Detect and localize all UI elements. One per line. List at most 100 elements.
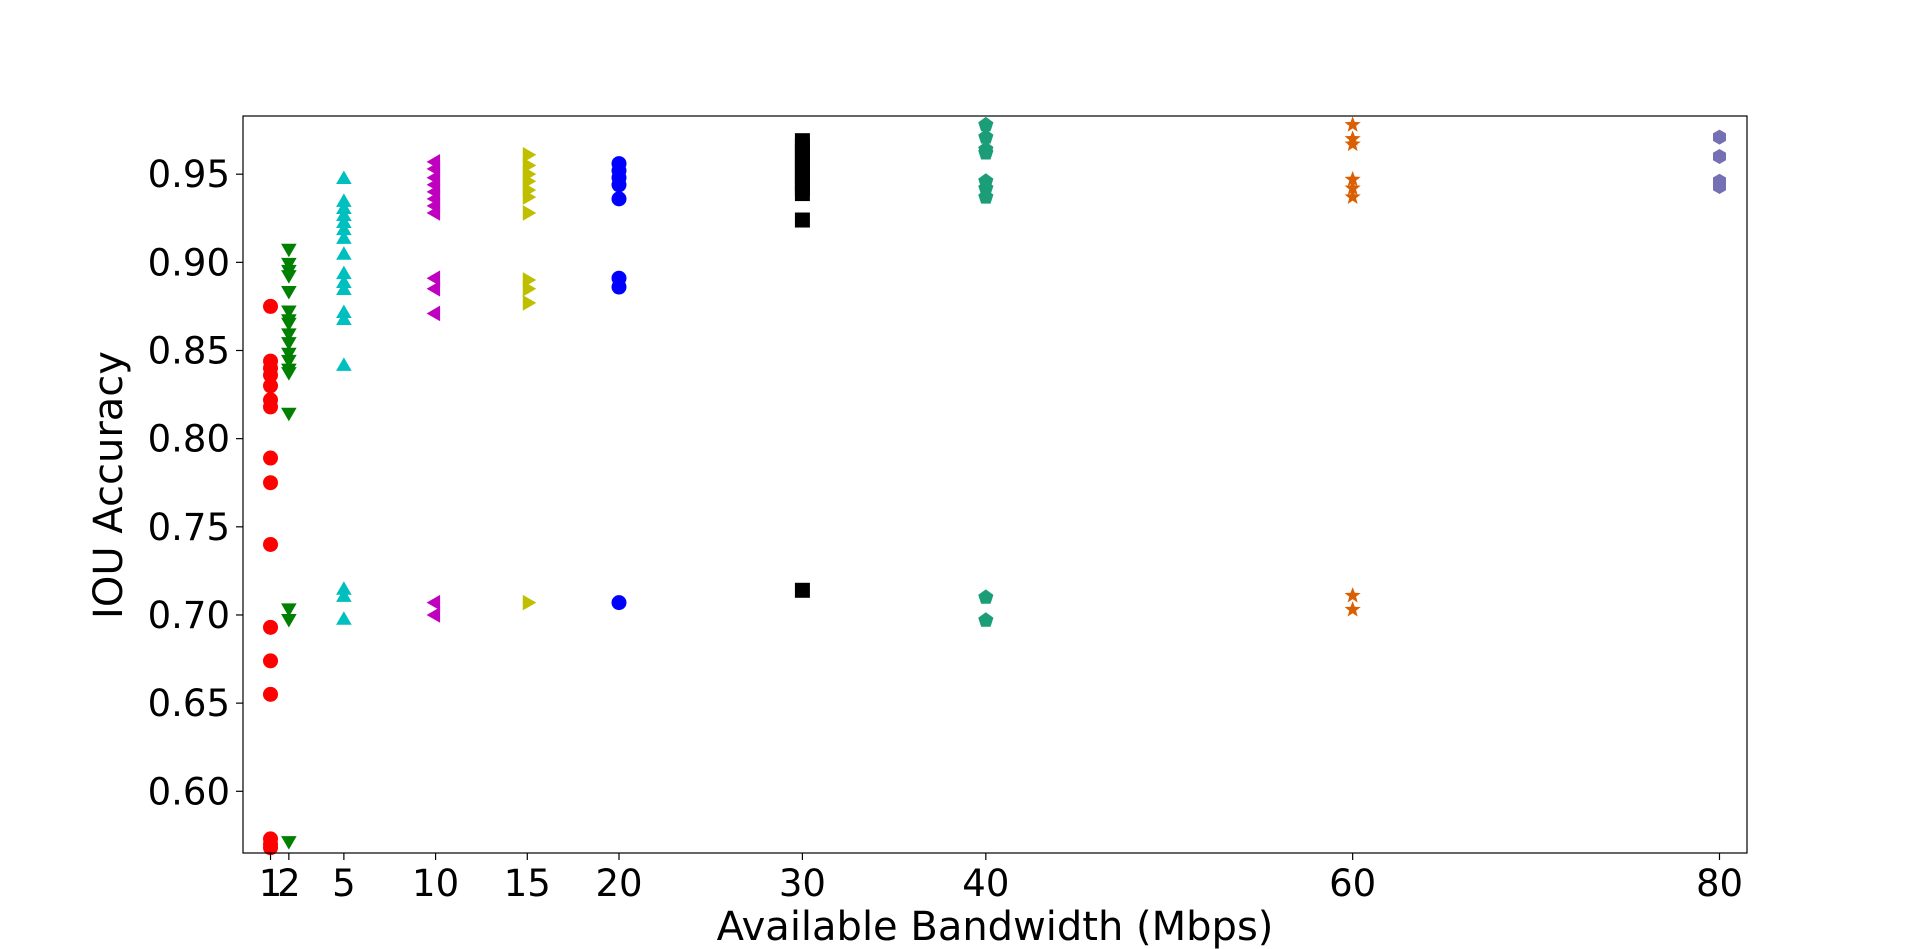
x-tick-label: 15 <box>504 862 551 905</box>
y-tick-label: 0.90 <box>148 241 230 284</box>
data-point <box>611 279 627 295</box>
data-point <box>281 243 297 258</box>
x-axis-title: Available Bandwidth (Mbps) <box>717 904 1274 949</box>
data-points <box>263 116 1726 856</box>
y-axis-title: IOU Accuracy <box>86 351 132 619</box>
data-point <box>426 270 441 286</box>
data-point <box>336 281 352 296</box>
data-point <box>522 147 537 163</box>
data-point <box>263 450 279 466</box>
data-point <box>978 116 994 132</box>
x-tick-label: 10 <box>412 862 459 905</box>
data-point <box>426 205 441 221</box>
data-point <box>263 378 279 394</box>
series-60-mbps <box>1344 116 1361 617</box>
data-point <box>263 399 279 415</box>
y-tick-label: 0.70 <box>148 594 230 637</box>
data-point <box>263 298 279 314</box>
data-point <box>611 595 627 611</box>
data-point <box>336 611 352 625</box>
x-tick-label: 30 <box>779 862 826 905</box>
data-point <box>336 193 352 207</box>
x-tick-label: 40 <box>962 862 1009 905</box>
series-30-mbps <box>794 133 810 598</box>
data-point <box>263 653 279 669</box>
data-point <box>281 317 297 332</box>
x-tick-label: 80 <box>1696 862 1743 905</box>
y-axis: 0.60 0.65 0.70 0.75 0.80 0.85 0.90 0.95 <box>148 153 243 813</box>
data-point <box>281 270 297 284</box>
data-point <box>281 305 297 319</box>
y-tick-label: 0.60 <box>148 770 230 813</box>
data-point <box>1344 116 1361 132</box>
y-tick-label: 0.65 <box>148 682 230 725</box>
y-tick-label: 0.75 <box>148 506 230 549</box>
data-point <box>978 612 994 627</box>
data-point <box>263 840 279 856</box>
data-point <box>281 603 297 617</box>
data-point <box>336 170 352 184</box>
data-point <box>522 295 537 311</box>
series-15-mbps <box>522 147 537 611</box>
data-point <box>522 205 537 221</box>
data-point <box>1712 129 1726 145</box>
data-point <box>794 186 810 202</box>
data-point <box>611 177 627 193</box>
data-point <box>426 607 441 623</box>
data-point <box>281 257 297 272</box>
data-point <box>522 281 537 297</box>
data-point <box>336 221 352 236</box>
data-point <box>426 594 441 611</box>
x-tick-label: 20 <box>595 862 642 905</box>
series-80-mbps <box>1712 129 1726 195</box>
data-point <box>978 189 994 204</box>
data-point <box>1344 587 1361 603</box>
data-point <box>336 214 352 229</box>
data-point <box>1712 179 1726 195</box>
data-point <box>336 200 352 214</box>
data-point <box>336 304 352 318</box>
data-point <box>263 686 279 702</box>
data-point <box>336 357 352 371</box>
series-1-mbps <box>263 298 279 856</box>
data-point <box>1344 170 1361 187</box>
data-point <box>978 180 994 195</box>
data-point <box>522 189 537 205</box>
series-5-mbps <box>336 170 352 625</box>
x-tick-label: 2 <box>277 862 301 905</box>
data-point <box>281 367 297 381</box>
plot-area-frame <box>242 115 1748 854</box>
data-point <box>1344 601 1361 617</box>
data-point <box>336 588 352 602</box>
series-20-mbps <box>611 156 627 611</box>
data-point <box>281 354 297 369</box>
data-point <box>978 589 994 604</box>
data-point <box>794 582 810 598</box>
data-point <box>336 265 352 280</box>
data-point <box>794 212 810 228</box>
data-point <box>336 207 352 221</box>
data-point <box>611 191 627 207</box>
data-point <box>1712 149 1726 165</box>
data-point <box>336 581 352 595</box>
data-point <box>281 337 297 351</box>
data-point <box>263 475 279 491</box>
y-tick-label: 0.80 <box>148 418 230 461</box>
y-tick-label: 0.95 <box>148 153 230 196</box>
x-tick-label: 60 <box>1329 862 1376 905</box>
data-point <box>1344 179 1361 196</box>
data-point <box>263 536 279 552</box>
data-point <box>281 407 297 422</box>
data-point <box>336 274 352 288</box>
data-point <box>522 594 537 611</box>
data-point <box>281 347 297 362</box>
data-point <box>281 614 297 628</box>
data-point <box>336 311 352 326</box>
data-point <box>336 246 352 260</box>
data-point <box>1344 135 1361 152</box>
data-point <box>978 145 994 160</box>
series-40-mbps <box>978 116 994 627</box>
x-tick-label: 5 <box>332 862 356 905</box>
series-2-mbps <box>281 243 297 850</box>
